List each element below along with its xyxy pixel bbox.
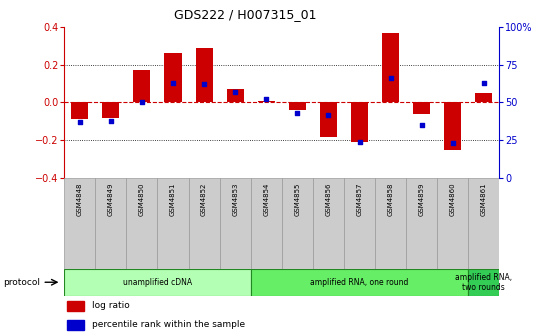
Text: GSM4855: GSM4855 (294, 183, 300, 216)
Text: unamplified cDNA: unamplified cDNA (123, 278, 192, 287)
Bar (126, 178, 157, 269)
Bar (406, 178, 437, 269)
Bar (227, 89, 244, 102)
Text: amplified RNA,
two rounds: amplified RNA, two rounds (455, 272, 512, 292)
Bar (195, 48, 213, 102)
Bar (133, 70, 151, 102)
Bar (251, 178, 282, 269)
Bar (313, 178, 344, 269)
Text: GSM4851: GSM4851 (170, 183, 176, 216)
Point (107, 118, 116, 123)
Point (200, 82, 209, 87)
Bar (413, 102, 430, 114)
Text: percentile rank within the sample: percentile rank within the sample (92, 321, 245, 329)
Bar (351, 102, 368, 142)
Text: GSM4856: GSM4856 (325, 183, 331, 216)
Bar (64, 269, 251, 296)
Bar (382, 33, 399, 102)
Bar (64, 178, 95, 269)
Text: log ratio: log ratio (92, 301, 130, 310)
Bar (468, 269, 499, 296)
Bar (468, 178, 499, 269)
Text: GSM4860: GSM4860 (450, 183, 456, 216)
Point (355, 139, 364, 144)
Text: GSM4858: GSM4858 (388, 183, 393, 216)
Bar (437, 178, 468, 269)
Bar (67, 320, 84, 330)
Point (169, 80, 177, 86)
Bar (165, 53, 181, 102)
Bar (102, 102, 119, 118)
Bar (67, 301, 84, 311)
Text: GSM4849: GSM4849 (108, 183, 114, 216)
Point (137, 100, 146, 105)
Bar (71, 102, 88, 120)
Bar (95, 178, 126, 269)
Text: protocol: protocol (3, 278, 40, 287)
Text: GSM4854: GSM4854 (263, 183, 270, 216)
Text: GSM4853: GSM4853 (232, 183, 238, 216)
Bar (344, 178, 375, 269)
Point (230, 89, 239, 95)
Bar (220, 178, 251, 269)
Point (324, 112, 333, 117)
Bar (289, 102, 306, 110)
Bar (320, 102, 337, 136)
Bar (475, 93, 492, 102)
Point (75, 120, 84, 125)
Text: GSM4848: GSM4848 (76, 183, 83, 216)
Point (262, 97, 271, 102)
Bar (282, 178, 313, 269)
Point (448, 141, 457, 146)
Point (293, 111, 302, 116)
Bar (251, 269, 468, 296)
Text: GSM4850: GSM4850 (139, 183, 145, 216)
Point (479, 80, 488, 86)
Point (417, 123, 426, 128)
Bar (444, 102, 461, 150)
Bar (258, 100, 275, 102)
Text: GDS222 / H007315_01: GDS222 / H007315_01 (174, 8, 317, 22)
Bar (375, 178, 406, 269)
Text: GSM4859: GSM4859 (418, 183, 425, 216)
Text: GSM4857: GSM4857 (357, 183, 363, 216)
Text: GSM4852: GSM4852 (201, 183, 207, 216)
Point (386, 76, 395, 81)
Text: amplified RNA, one round: amplified RNA, one round (310, 278, 408, 287)
Text: GSM4861: GSM4861 (481, 183, 487, 216)
Bar (189, 178, 220, 269)
Bar (157, 178, 189, 269)
